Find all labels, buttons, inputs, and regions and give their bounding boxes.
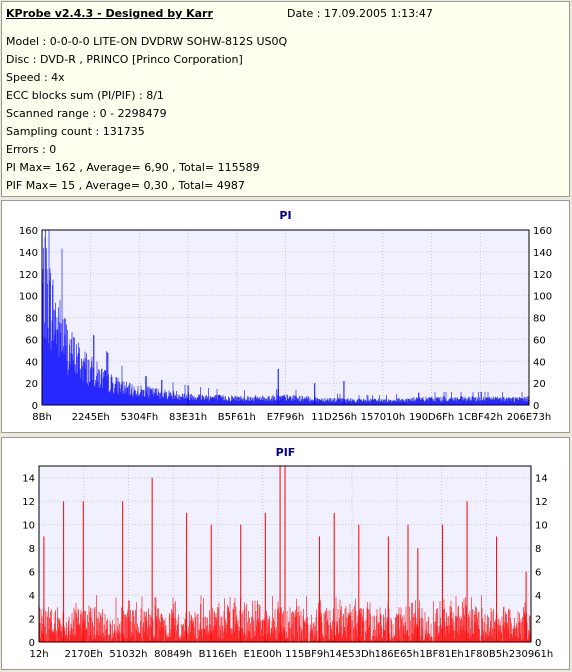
pi-chart: 0 0 20 20 40 40 60 60 80 80 100 100 120 120 140 140 160 1… — [19, 226, 552, 423]
pif-ytick-right: 2 — [535, 615, 541, 626]
pif-xtick: 14E53Dh — [329, 649, 375, 660]
pi-ytick-left: 40 — [25, 357, 38, 368]
pi-xtick: 5304Fh — [121, 412, 159, 423]
pif-xtick: 1BF81Eh — [419, 649, 463, 660]
pi-xtick: 190D6Fh — [409, 412, 454, 423]
pif-xtick: B116Eh — [199, 649, 238, 660]
pi-ytick-left: 140 — [19, 248, 38, 259]
info-panel: KProbe v2.4.3 - Designed by Karr Date : … — [1, 1, 570, 197]
pi-ytick-right: 40 — [533, 357, 546, 368]
pi-ytick-left: 120 — [19, 270, 38, 281]
pi-xtick: 157010h — [361, 412, 406, 423]
pif-xtick: E1E00h — [244, 649, 282, 660]
pif-bars — [38, 466, 531, 642]
pif-xtick: 1F80B5h — [464, 649, 508, 660]
app-title: KProbe v2.4.3 - Designed by Karr — [6, 7, 213, 20]
pi-ytick-right: 20 — [533, 379, 546, 390]
pif-ytick-right: 6 — [535, 568, 541, 579]
pif-xtick: 2170Eh — [65, 649, 103, 660]
pif-ytick-left: 2 — [29, 615, 35, 626]
pif-chart-panel: 0 0 2 2 4 4 6 6 8 8 10 10 12 12 14 14 12h 2170Eh 51032h 808… — [1, 437, 570, 670]
pif-ytick-left: 0 — [29, 638, 35, 649]
pi-xtick: E7F96h — [267, 412, 305, 423]
pi-chart-panel: 0 0 20 20 40 40 60 60 80 80 100 100 120 120 140 140 160 1… — [1, 200, 570, 433]
pi-ytick-right: 140 — [533, 248, 552, 259]
pi-xtick: 11D256h — [311, 412, 357, 423]
pif-xtick: 186E65h — [375, 649, 419, 660]
pif-ytick-left: 6 — [29, 568, 35, 579]
pif-ytick-left: 4 — [29, 591, 35, 602]
pi-ytick-left: 0 — [32, 401, 38, 412]
pif-ytick-right: 0 — [535, 638, 541, 649]
pif-xtick: 12h — [29, 649, 48, 660]
pi-ytick-left: 60 — [25, 335, 38, 346]
model-line: Model : 0-0-0-0 LITE-ON DVDRW SOHW-812S … — [6, 35, 288, 48]
pi-bars — [41, 230, 529, 405]
pi-ytick-right: 120 — [533, 270, 552, 281]
pi-ytick-left: 160 — [19, 226, 38, 237]
pif-ytick-left: 10 — [22, 521, 35, 532]
speed-line: Speed : 4x — [6, 71, 65, 84]
pif-xtick: 80849h — [154, 649, 192, 660]
pif-ytick-left: 14 — [22, 474, 35, 485]
pif-ytick-right: 12 — [535, 497, 548, 508]
pi-ytick-right: 100 — [533, 292, 552, 303]
pi-ytick-left: 80 — [25, 314, 38, 325]
pi-xtick: 83E31h — [169, 412, 207, 423]
pif-frame — [38, 465, 532, 643]
pif-ytick-right: 10 — [535, 521, 548, 532]
pi-xtick: 2245Eh — [72, 412, 110, 423]
pi-xtick: 206E73h — [507, 412, 551, 423]
range-line: Scanned range : 0 - 2298479 — [6, 107, 167, 120]
pi-frame — [41, 229, 530, 406]
scan-date: Date : 17.09.2005 1:13:47 — [287, 7, 433, 20]
errors-line: Errors : 0 — [6, 143, 57, 156]
disc-line: Disc : DVD-R , PRINCO [Princo Corporatio… — [6, 53, 243, 66]
pi-ytick-right: 80 — [533, 314, 546, 325]
pi-xtick: 1CBF42h — [458, 412, 503, 423]
pif-stats-line: PIF Max= 15 , Average= 0,30 , Total= 498… — [6, 179, 245, 192]
pi-ytick-right: 60 — [533, 335, 546, 346]
pi-xtick: 8Bh — [32, 412, 52, 423]
ecc-line: ECC blocks sum (PI/PIF) : 8/1 — [6, 89, 164, 102]
pif-ytick-right: 4 — [535, 591, 541, 602]
pif-xtick: 230961h — [509, 649, 554, 660]
pif-xtick: 51032h — [109, 649, 147, 660]
pif-ytick-left: 12 — [22, 497, 35, 508]
pi-ytick-right: 0 — [533, 401, 539, 412]
pi-xtick: B5F61h — [218, 412, 256, 423]
sampling-line: Sampling count : 131735 — [6, 125, 145, 138]
pif-chart: 0 0 2 2 4 4 6 6 8 8 10 10 12 12 14 14 12h 2170Eh 51032h 808… — [22, 465, 554, 660]
pif-ytick-right: 8 — [535, 544, 541, 555]
pi-ytick-left: 100 — [19, 292, 38, 303]
pi-ytick-left: 20 — [25, 379, 38, 390]
pi-chart-title: PI — [279, 209, 292, 222]
pif-ytick-left: 8 — [29, 544, 35, 555]
pi-stats-line: PI Max= 162 , Average= 6,90 , Total= 115… — [6, 161, 260, 174]
pi-ytick-right: 160 — [533, 226, 552, 237]
pif-xtick: 115BF9h — [285, 649, 329, 660]
pif-chart-title: PIF — [275, 446, 296, 459]
pif-ytick-right: 14 — [535, 474, 548, 485]
